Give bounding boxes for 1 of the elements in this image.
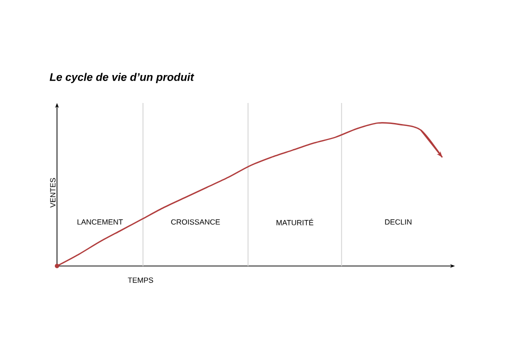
chart-title: Le cycle de vie d’un produit — [50, 72, 194, 84]
